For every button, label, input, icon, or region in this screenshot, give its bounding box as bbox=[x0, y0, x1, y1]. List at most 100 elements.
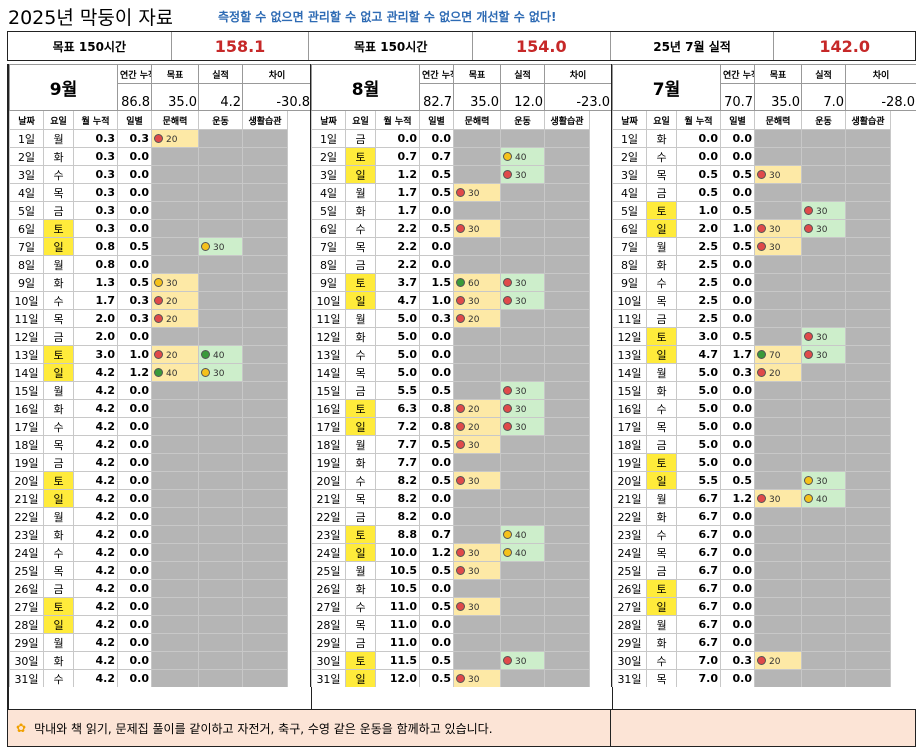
habit-cell[interactable] bbox=[242, 237, 289, 256]
habit-cell[interactable] bbox=[845, 291, 892, 310]
exercise-cell[interactable] bbox=[801, 525, 847, 544]
literacy-cell[interactable] bbox=[453, 201, 502, 220]
daily-hours-cell[interactable]: 0.0 bbox=[720, 309, 756, 328]
habit-cell[interactable] bbox=[845, 219, 892, 238]
literacy-cell[interactable] bbox=[151, 633, 200, 652]
exercise-cell[interactable] bbox=[198, 489, 244, 508]
daily-hours-cell[interactable]: 0.0 bbox=[720, 453, 756, 472]
exercise-cell[interactable] bbox=[198, 219, 244, 238]
daily-hours-cell[interactable]: 0.0 bbox=[720, 381, 756, 400]
daily-hours-cell[interactable]: 0.0 bbox=[117, 453, 153, 472]
habit-cell[interactable] bbox=[544, 597, 591, 616]
literacy-cell[interactable] bbox=[754, 453, 803, 472]
daily-hours-cell[interactable]: 1.2 bbox=[117, 363, 153, 382]
exercise-cell[interactable]: 40 bbox=[500, 525, 546, 544]
exercise-cell[interactable] bbox=[198, 435, 244, 454]
exercise-cell[interactable]: 30 bbox=[801, 219, 847, 238]
exercise-cell[interactable] bbox=[500, 669, 546, 687]
habit-cell[interactable] bbox=[544, 327, 591, 346]
exercise-cell[interactable] bbox=[198, 129, 244, 148]
exercise-cell[interactable] bbox=[801, 399, 847, 418]
daily-hours-cell[interactable]: 0.0 bbox=[720, 273, 756, 292]
daily-hours-cell[interactable]: 0.5 bbox=[419, 435, 455, 454]
literacy-cell[interactable] bbox=[151, 255, 200, 274]
literacy-cell[interactable] bbox=[151, 615, 200, 634]
exercise-cell[interactable] bbox=[198, 201, 244, 220]
daily-hours-cell[interactable]: 0.0 bbox=[419, 633, 455, 652]
habit-cell[interactable] bbox=[845, 273, 892, 292]
value-annual[interactable]: 82.7 bbox=[419, 83, 455, 111]
summary-value-2[interactable]: 154.0 bbox=[473, 32, 611, 60]
daily-hours-cell[interactable]: 0.0 bbox=[720, 417, 756, 436]
habit-cell[interactable] bbox=[845, 129, 892, 148]
literacy-cell[interactable] bbox=[754, 291, 803, 310]
exercise-cell[interactable] bbox=[801, 255, 847, 274]
daily-hours-cell[interactable]: 0.0 bbox=[117, 669, 153, 687]
daily-hours-cell[interactable]: 0.0 bbox=[117, 543, 153, 562]
habit-cell[interactable] bbox=[845, 453, 892, 472]
exercise-cell[interactable] bbox=[198, 543, 244, 562]
exercise-cell[interactable]: 30 bbox=[500, 417, 546, 436]
literacy-cell[interactable] bbox=[453, 579, 502, 598]
habit-cell[interactable] bbox=[845, 543, 892, 562]
habit-cell[interactable] bbox=[544, 543, 591, 562]
daily-hours-cell[interactable]: 0.0 bbox=[419, 237, 455, 256]
daily-hours-cell[interactable]: 0.8 bbox=[419, 417, 455, 436]
exercise-cell[interactable] bbox=[801, 417, 847, 436]
exercise-cell[interactable] bbox=[500, 615, 546, 634]
literacy-cell[interactable] bbox=[754, 633, 803, 652]
daily-hours-cell[interactable]: 0.3 bbox=[419, 309, 455, 328]
daily-hours-cell[interactable]: 0.5 bbox=[720, 201, 756, 220]
habit-cell[interactable] bbox=[544, 381, 591, 400]
literacy-cell[interactable] bbox=[754, 579, 803, 598]
exercise-cell[interactable] bbox=[198, 381, 244, 400]
literacy-cell[interactable] bbox=[453, 129, 502, 148]
daily-hours-cell[interactable]: 0.5 bbox=[117, 273, 153, 292]
literacy-cell[interactable]: 30 bbox=[453, 597, 502, 616]
exercise-cell[interactable] bbox=[801, 669, 847, 687]
value-diff[interactable]: -28.0 bbox=[845, 83, 916, 111]
daily-hours-cell[interactable]: 1.0 bbox=[117, 345, 153, 364]
literacy-cell[interactable] bbox=[754, 183, 803, 202]
habit-cell[interactable] bbox=[242, 615, 289, 634]
daily-hours-cell[interactable]: 0.0 bbox=[419, 201, 455, 220]
daily-hours-cell[interactable]: 0.0 bbox=[720, 633, 756, 652]
daily-hours-cell[interactable]: 0.0 bbox=[117, 525, 153, 544]
habit-cell[interactable] bbox=[242, 129, 289, 148]
value-goal[interactable]: 35.0 bbox=[151, 83, 200, 111]
literacy-cell[interactable] bbox=[151, 507, 200, 526]
daily-hours-cell[interactable]: 0.0 bbox=[720, 147, 756, 166]
exercise-cell[interactable] bbox=[198, 669, 244, 687]
habit-cell[interactable] bbox=[242, 507, 289, 526]
value-actual[interactable]: 7.0 bbox=[801, 83, 847, 111]
habit-cell[interactable] bbox=[544, 237, 591, 256]
literacy-cell[interactable] bbox=[754, 471, 803, 490]
exercise-cell[interactable] bbox=[801, 363, 847, 382]
habit-cell[interactable] bbox=[242, 633, 289, 652]
literacy-cell[interactable] bbox=[151, 399, 200, 418]
habit-cell[interactable] bbox=[845, 417, 892, 436]
exercise-cell[interactable] bbox=[801, 579, 847, 598]
habit-cell[interactable] bbox=[242, 165, 289, 184]
habit-cell[interactable] bbox=[242, 597, 289, 616]
literacy-cell[interactable] bbox=[754, 561, 803, 580]
habit-cell[interactable] bbox=[845, 255, 892, 274]
habit-cell[interactable] bbox=[242, 561, 289, 580]
habit-cell[interactable] bbox=[544, 363, 591, 382]
daily-hours-cell[interactable]: 0.0 bbox=[117, 507, 153, 526]
exercise-cell[interactable] bbox=[500, 435, 546, 454]
habit-cell[interactable] bbox=[544, 129, 591, 148]
habit-cell[interactable] bbox=[242, 363, 289, 382]
habit-cell[interactable] bbox=[845, 525, 892, 544]
literacy-cell[interactable]: 30 bbox=[754, 237, 803, 256]
literacy-cell[interactable] bbox=[754, 381, 803, 400]
literacy-cell[interactable] bbox=[754, 327, 803, 346]
exercise-cell[interactable] bbox=[500, 201, 546, 220]
literacy-cell[interactable]: 40 bbox=[151, 363, 200, 382]
habit-cell[interactable] bbox=[544, 453, 591, 472]
literacy-cell[interactable] bbox=[151, 417, 200, 436]
exercise-cell[interactable] bbox=[500, 363, 546, 382]
habit-cell[interactable] bbox=[544, 147, 591, 166]
exercise-cell[interactable] bbox=[198, 453, 244, 472]
daily-hours-cell[interactable]: 0.5 bbox=[419, 651, 455, 670]
